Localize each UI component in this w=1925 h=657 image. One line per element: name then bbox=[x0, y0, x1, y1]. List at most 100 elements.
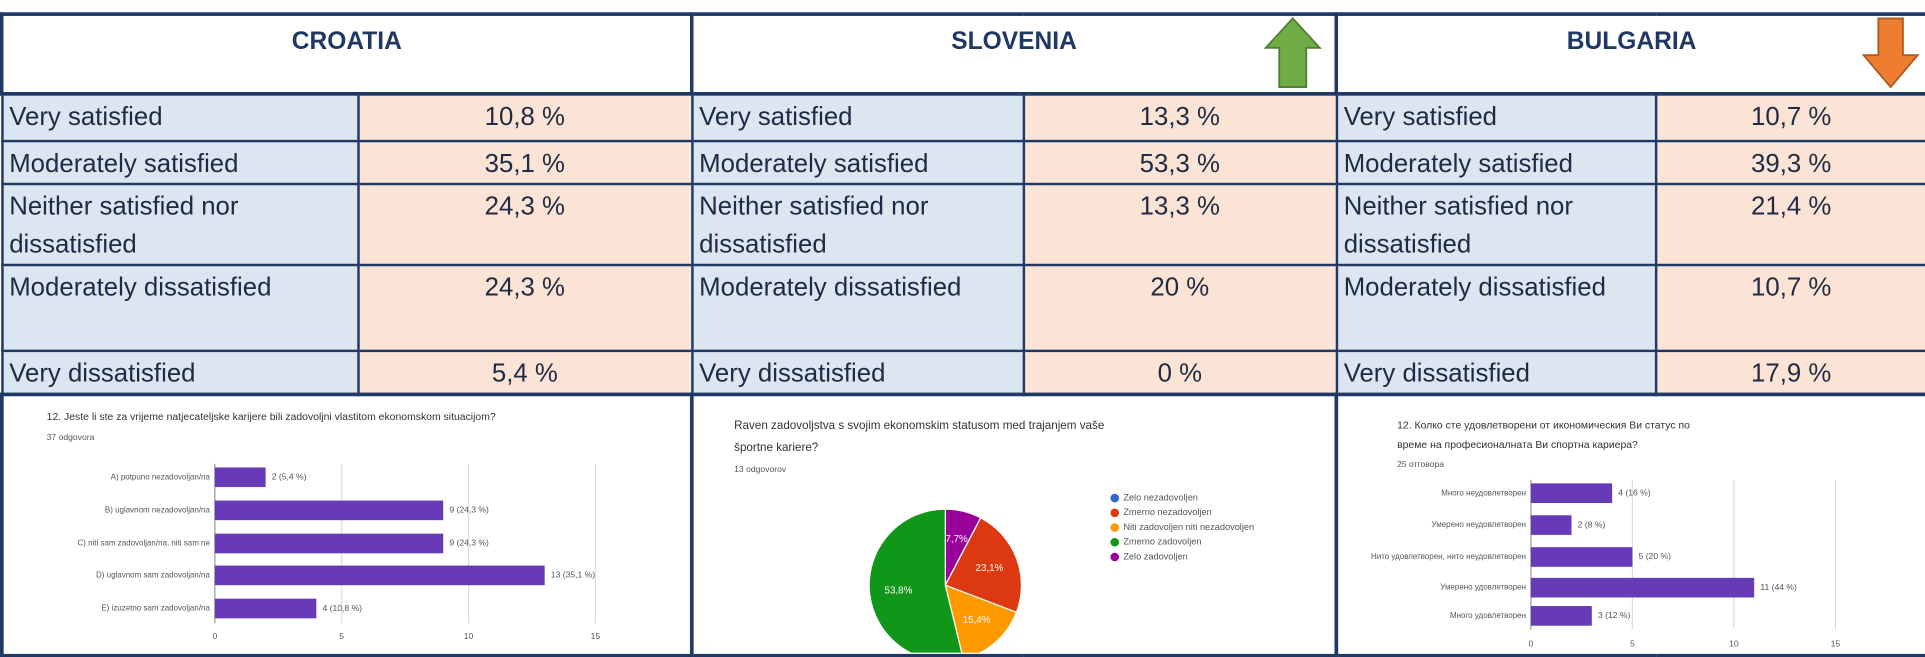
value-label: 4 (16 %) bbox=[1618, 487, 1651, 497]
row-value: 10,7 % bbox=[1654, 263, 1925, 352]
slice-label: 15,4% bbox=[963, 615, 991, 626]
row-value: 10,7 % bbox=[1654, 92, 1925, 142]
chart-title: športne kariere? bbox=[734, 440, 819, 453]
row-label: Very dissatisfied bbox=[690, 349, 1025, 396]
x-tick-label: 10 bbox=[1729, 638, 1739, 648]
bar bbox=[1530, 605, 1592, 626]
row-label: Moderately dissatisfied bbox=[0, 263, 360, 352]
chart-subtitle: 25 отговора bbox=[1397, 459, 1444, 469]
row-value: 10,8 % bbox=[356, 92, 694, 142]
row-label: Very satisfied bbox=[0, 92, 360, 142]
row-value: 13,3 % bbox=[1022, 92, 1338, 142]
country-header: BULGARIA bbox=[1334, 12, 1925, 96]
category-label: A) potpuno nezadovoljan/na bbox=[111, 472, 211, 481]
x-tick-label: 15 bbox=[591, 630, 601, 640]
country-header: SLOVENIA bbox=[689, 12, 1339, 96]
country-name: SLOVENIA bbox=[951, 28, 1077, 56]
row-label: Moderately satisfied bbox=[1335, 139, 1657, 185]
country-name: CROATIA bbox=[291, 28, 402, 56]
bar bbox=[1530, 514, 1572, 535]
bar bbox=[1530, 482, 1613, 503]
trend-arrow bbox=[1861, 17, 1920, 89]
data-row: Moderately dissatisfied 24,3 % Moderately … bbox=[0, 263, 1925, 352]
pie-slice bbox=[868, 507, 963, 652]
x-tick-label: 0 bbox=[1529, 638, 1534, 648]
legend-swatch bbox=[1110, 507, 1120, 517]
legend-label: Zelo nezadovoljen bbox=[1123, 492, 1198, 502]
chart-subtitle: 37 odgovora bbox=[47, 432, 95, 442]
row-value: 39,3 % bbox=[1654, 139, 1925, 185]
category-label: B) uglavnom nezadovoljan/na bbox=[105, 505, 211, 514]
value-label: 2 (8 %) bbox=[1578, 519, 1606, 529]
chart-row: 12. Jeste li ste za vrijeme natjecateljs… bbox=[0, 391, 1925, 657]
value-label: 13 (35,1 %) bbox=[551, 569, 596, 579]
bar bbox=[214, 598, 317, 618]
trend-arrow bbox=[1263, 17, 1322, 89]
chart: Raven zadovoljstva s svojim ekonomskim s… bbox=[734, 418, 1254, 652]
pie-slice bbox=[944, 516, 1023, 613]
legend-label: Zmerno nezadovoljen bbox=[1123, 507, 1211, 517]
row-label: Very satisfied bbox=[690, 92, 1025, 142]
row-value: 17,9 % bbox=[1654, 349, 1925, 396]
category-label: Много неудовлетворен bbox=[1441, 488, 1526, 497]
data-row: Moderately satisfied 35,1 % Moderately sat… bbox=[0, 139, 1925, 185]
bar bbox=[1530, 577, 1755, 597]
value-label: 3 (12 %) bbox=[1598, 610, 1631, 620]
category-label: D) uglavnom sam zadovoljan/na bbox=[96, 570, 210, 579]
category-label: Нито удовлетворен, нито неудовлетворен bbox=[1371, 551, 1526, 560]
chart-panel: 12. Колко сте удовлетворени от икономиче… bbox=[1334, 391, 1925, 657]
header-row: CROATIA SLOVENIA BULGARIA bbox=[0, 12, 1925, 96]
arrow-shape bbox=[1263, 17, 1322, 89]
row-label: Moderately satisfied bbox=[690, 139, 1025, 185]
row-value: 35,1 % bbox=[356, 139, 694, 185]
chart-title: 12. Jeste li ste za vrijeme natjecateljs… bbox=[47, 411, 496, 422]
x-tick-label: 10 bbox=[464, 630, 474, 640]
row-label: Very satisfied bbox=[1335, 92, 1657, 142]
row-value: 21,4 % bbox=[1654, 182, 1925, 266]
row-value: 24,3 % bbox=[356, 182, 694, 266]
country-name: BULGARIA bbox=[1566, 28, 1697, 56]
row-value: 13,3 % bbox=[1022, 182, 1338, 266]
chart-subtitle: 13 odgovorov bbox=[734, 464, 787, 474]
category-label: Умерено удовлетворен bbox=[1440, 582, 1526, 591]
pie-slice bbox=[944, 583, 1018, 652]
x-tick-label: 5 bbox=[339, 630, 344, 640]
chart-title: време на професионалната Ви спортна кари… bbox=[1397, 438, 1638, 450]
country-header: CROATIA bbox=[0, 12, 694, 96]
legend-label: Zmerno zadovoljen bbox=[1123, 536, 1201, 546]
value-label: 4 (10,8 %) bbox=[322, 602, 362, 612]
row-label: Very dissatisfied bbox=[0, 349, 360, 396]
x-tick-label: 5 bbox=[1630, 638, 1635, 648]
data-row: Very dissatisfied 5,4 % Very dissatisfied 0… bbox=[0, 349, 1925, 396]
value-label: 2 (5,4 %) bbox=[272, 471, 307, 481]
bar bbox=[1530, 546, 1633, 567]
value-label: 9 (24,3 %) bbox=[449, 537, 489, 547]
arrow-shape bbox=[1861, 17, 1920, 89]
bar bbox=[214, 533, 444, 553]
row-label: Neither satisfied nor dissatisfied bbox=[690, 182, 1025, 266]
chart: 12. Jeste li ste za vrijeme natjecateljs… bbox=[47, 411, 601, 640]
category-label: C) niti sam zadovoljan/na, niti sam ne bbox=[77, 538, 210, 547]
legend-label: Zelo zadovoljen bbox=[1123, 551, 1187, 561]
legend-swatch bbox=[1110, 537, 1120, 546]
row-label: Moderately dissatisfied bbox=[1335, 263, 1657, 352]
slice-label: 53,8% bbox=[885, 585, 913, 596]
category-label: Много удовлетворен bbox=[1450, 610, 1526, 619]
slice-label: 7,7% bbox=[945, 533, 968, 544]
legend-swatch bbox=[1110, 493, 1120, 502]
bar bbox=[214, 564, 545, 585]
value-label: 11 (44 %) bbox=[1760, 581, 1797, 591]
row-label: Moderately dissatisfied bbox=[690, 263, 1025, 352]
row-label: Very dissatisfied bbox=[1335, 349, 1657, 396]
comparison-table: CROATIA SLOVENIA BULGARIA Very satisfied 10,… bbox=[0, 12, 1925, 657]
slice-label: 23,1% bbox=[976, 563, 1004, 574]
chart-panel: Raven zadovoljstva s svojim ekonomskim s… bbox=[689, 391, 1339, 657]
chart-title: Raven zadovoljstva s svojim ekonomskim s… bbox=[734, 418, 1104, 431]
data-row: Neither satisfied nor dissatisfied 24,3 %… bbox=[0, 182, 1925, 266]
x-tick-label: 15 bbox=[1831, 638, 1841, 648]
data-row: Very satisfied 10,8 % Very satisfied 13,3 %… bbox=[0, 92, 1925, 142]
category-label: Умерено неудовлетворен bbox=[1432, 520, 1526, 529]
value-label: 5 (20 %) bbox=[1639, 551, 1672, 561]
chart-panel: 12. Jeste li ste za vrijeme natjecateljs… bbox=[0, 391, 694, 657]
